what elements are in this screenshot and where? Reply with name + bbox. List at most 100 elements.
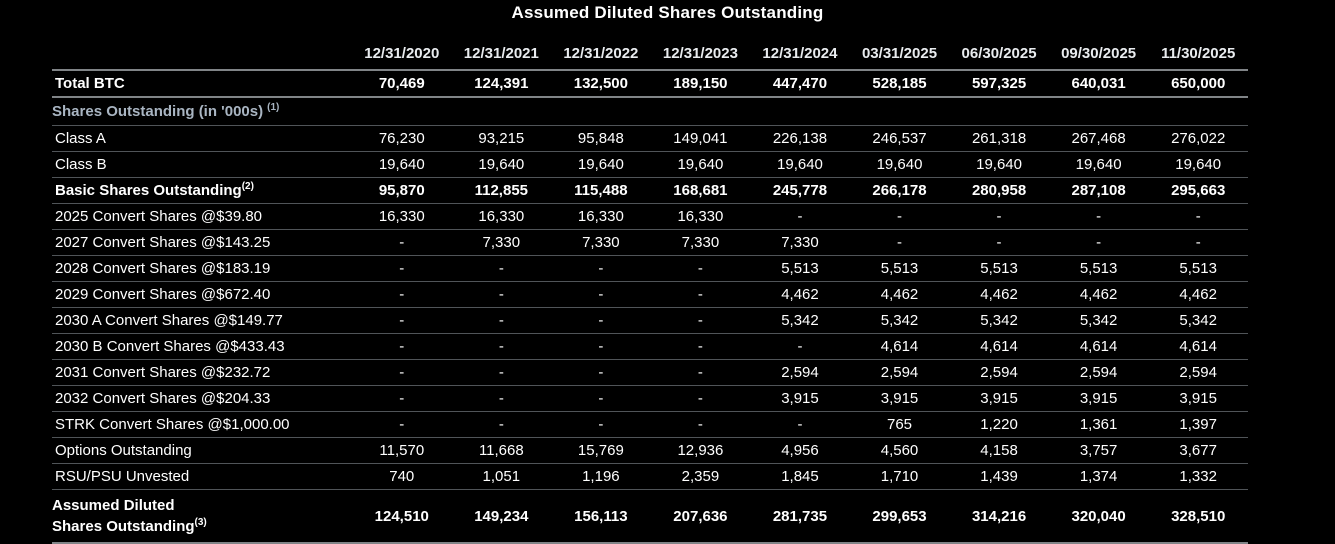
cell: 16,330	[378, 208, 425, 225]
row-label-text: 2028 Convert Shares @$183.19	[55, 260, 271, 277]
cell: 7,330	[781, 234, 819, 251]
cell: 149,234	[474, 507, 529, 525]
cell: 447,470	[772, 75, 828, 92]
cell	[651, 97, 751, 126]
cell: 207,636	[673, 507, 728, 525]
cell: -	[498, 364, 504, 381]
column-header: 12/31/2020	[364, 45, 440, 62]
cell: -	[498, 286, 504, 303]
cell: 4,462	[1179, 286, 1217, 303]
cell: -	[399, 286, 405, 303]
cell: 1,051	[482, 468, 521, 485]
cell: 5,342	[880, 312, 919, 329]
row-label: Assumed Diluted Shares Outstanding(3)	[52, 490, 352, 544]
table-row: RSU/PSU Unvested 740 1,051 1,196 2,359 1,845 1…	[52, 464, 1248, 490]
cell: 11,570	[379, 442, 425, 459]
column-header: 12/31/2024	[762, 45, 838, 62]
cell: 650,000	[1171, 75, 1226, 92]
row-label: Class A	[52, 126, 352, 152]
cell: 3,915	[880, 390, 919, 407]
cell: -	[1096, 208, 1102, 225]
cell: 16,330	[478, 208, 525, 225]
cell	[1148, 97, 1248, 126]
table-row: Total BTC 70,469 124,391 132,500 189,150 447,…	[52, 70, 1248, 97]
cell: 95,870	[378, 182, 425, 199]
cell: 5,342	[781, 312, 819, 329]
footnote-marker: (1)	[267, 102, 280, 113]
cell: 528,185	[872, 75, 927, 92]
cell	[452, 97, 552, 126]
cell: 1,439	[980, 468, 1018, 485]
cell: -	[797, 208, 803, 225]
cell: -	[1195, 234, 1201, 251]
cell: 2,594	[1079, 364, 1118, 381]
row-label-text: Class A	[55, 130, 106, 147]
row-label: 2031 Convert Shares @$232.72	[52, 360, 352, 386]
cell: 765	[886, 416, 913, 433]
cell: 5,342	[980, 312, 1018, 329]
row-label: STRK Convert Shares @$1,000.00	[52, 412, 352, 438]
cell: 4,614	[1079, 338, 1118, 355]
cell: 149,041	[673, 130, 728, 147]
cell: -	[797, 338, 803, 355]
row-label: 2028 Convert Shares @$183.19	[52, 256, 352, 282]
cell: 261,318	[971, 130, 1027, 147]
row-label-text: STRK Convert Shares @$1,000.00	[55, 416, 290, 433]
cell: 276,022	[1171, 130, 1226, 147]
row-label-text: 2031 Convert Shares @$232.72	[55, 364, 271, 381]
cell: 4,614	[980, 338, 1018, 355]
cell: 2,359	[681, 468, 720, 485]
cell: 1,220	[980, 416, 1018, 433]
cell: 295,663	[1171, 182, 1226, 199]
cell: 2,594	[880, 364, 919, 381]
row-label: Total BTC	[52, 70, 352, 97]
cell	[949, 97, 1049, 126]
cell: 19,640	[677, 156, 724, 173]
cell: 1,397	[1179, 416, 1217, 433]
cell	[850, 97, 950, 126]
cell: 156,113	[574, 507, 628, 525]
table-row: Shares Outstanding (in '000s) (1)	[52, 97, 1248, 126]
cell: 95,848	[577, 130, 624, 147]
cell: -	[697, 312, 703, 329]
cell: 11,668	[478, 442, 524, 459]
cell: -	[399, 390, 405, 407]
cell: -	[598, 416, 604, 433]
row-label: Basic Shares Outstanding(2)	[52, 178, 352, 204]
footnote-marker: (3)	[194, 517, 207, 528]
cell: -	[498, 416, 504, 433]
cell: 7,330	[482, 234, 521, 251]
cell: -	[399, 234, 405, 251]
cell: 4,614	[1179, 338, 1217, 355]
cell: -	[897, 234, 902, 251]
row-label-text: 2032 Convert Shares @$204.33	[55, 390, 271, 407]
table-row: 2025 Convert Shares @$39.80 16,330 16,330 1…	[52, 204, 1248, 230]
cell: -	[697, 260, 703, 277]
table-row: Assumed Diluted Shares Outstanding(3) 124,…	[52, 490, 1248, 544]
cell: 19,640	[976, 156, 1022, 173]
cell: 320,040	[1071, 507, 1126, 525]
cell: -	[399, 260, 405, 277]
cell: 5,513	[980, 260, 1018, 277]
column-header: 12/31/2021	[463, 45, 539, 62]
cell: 19,640	[1075, 156, 1122, 173]
cell: 5,342	[1079, 312, 1118, 329]
cell: -	[399, 338, 405, 355]
row-label: 2025 Convert Shares @$39.80	[52, 204, 352, 230]
row-label: 2030 B Convert Shares @$433.43	[52, 334, 352, 360]
cell: -	[1096, 234, 1102, 251]
cell: 2,594	[980, 364, 1018, 381]
table-row: 2032 Convert Shares @$204.33 - - - - 3,915 3,9…	[52, 386, 1248, 412]
cell: 112,855	[474, 182, 529, 199]
diluted-shares-table: 12/31/2020 12/31/2021 12/31/2022 12/31/2023…	[52, 36, 1248, 544]
row-label-text: Total BTC	[55, 75, 125, 92]
cell: -	[697, 286, 703, 303]
cell: 15,769	[577, 442, 624, 459]
cell: -	[598, 312, 604, 329]
cell: 1,710	[880, 468, 919, 485]
row-label-text: 2030 B Convert Shares @$433.43	[55, 338, 285, 355]
cell: 2,594	[1179, 364, 1217, 381]
cell: 740	[389, 468, 415, 485]
row-label-text: Assumed Diluted	[52, 497, 175, 514]
cell: 189,150	[673, 75, 728, 92]
